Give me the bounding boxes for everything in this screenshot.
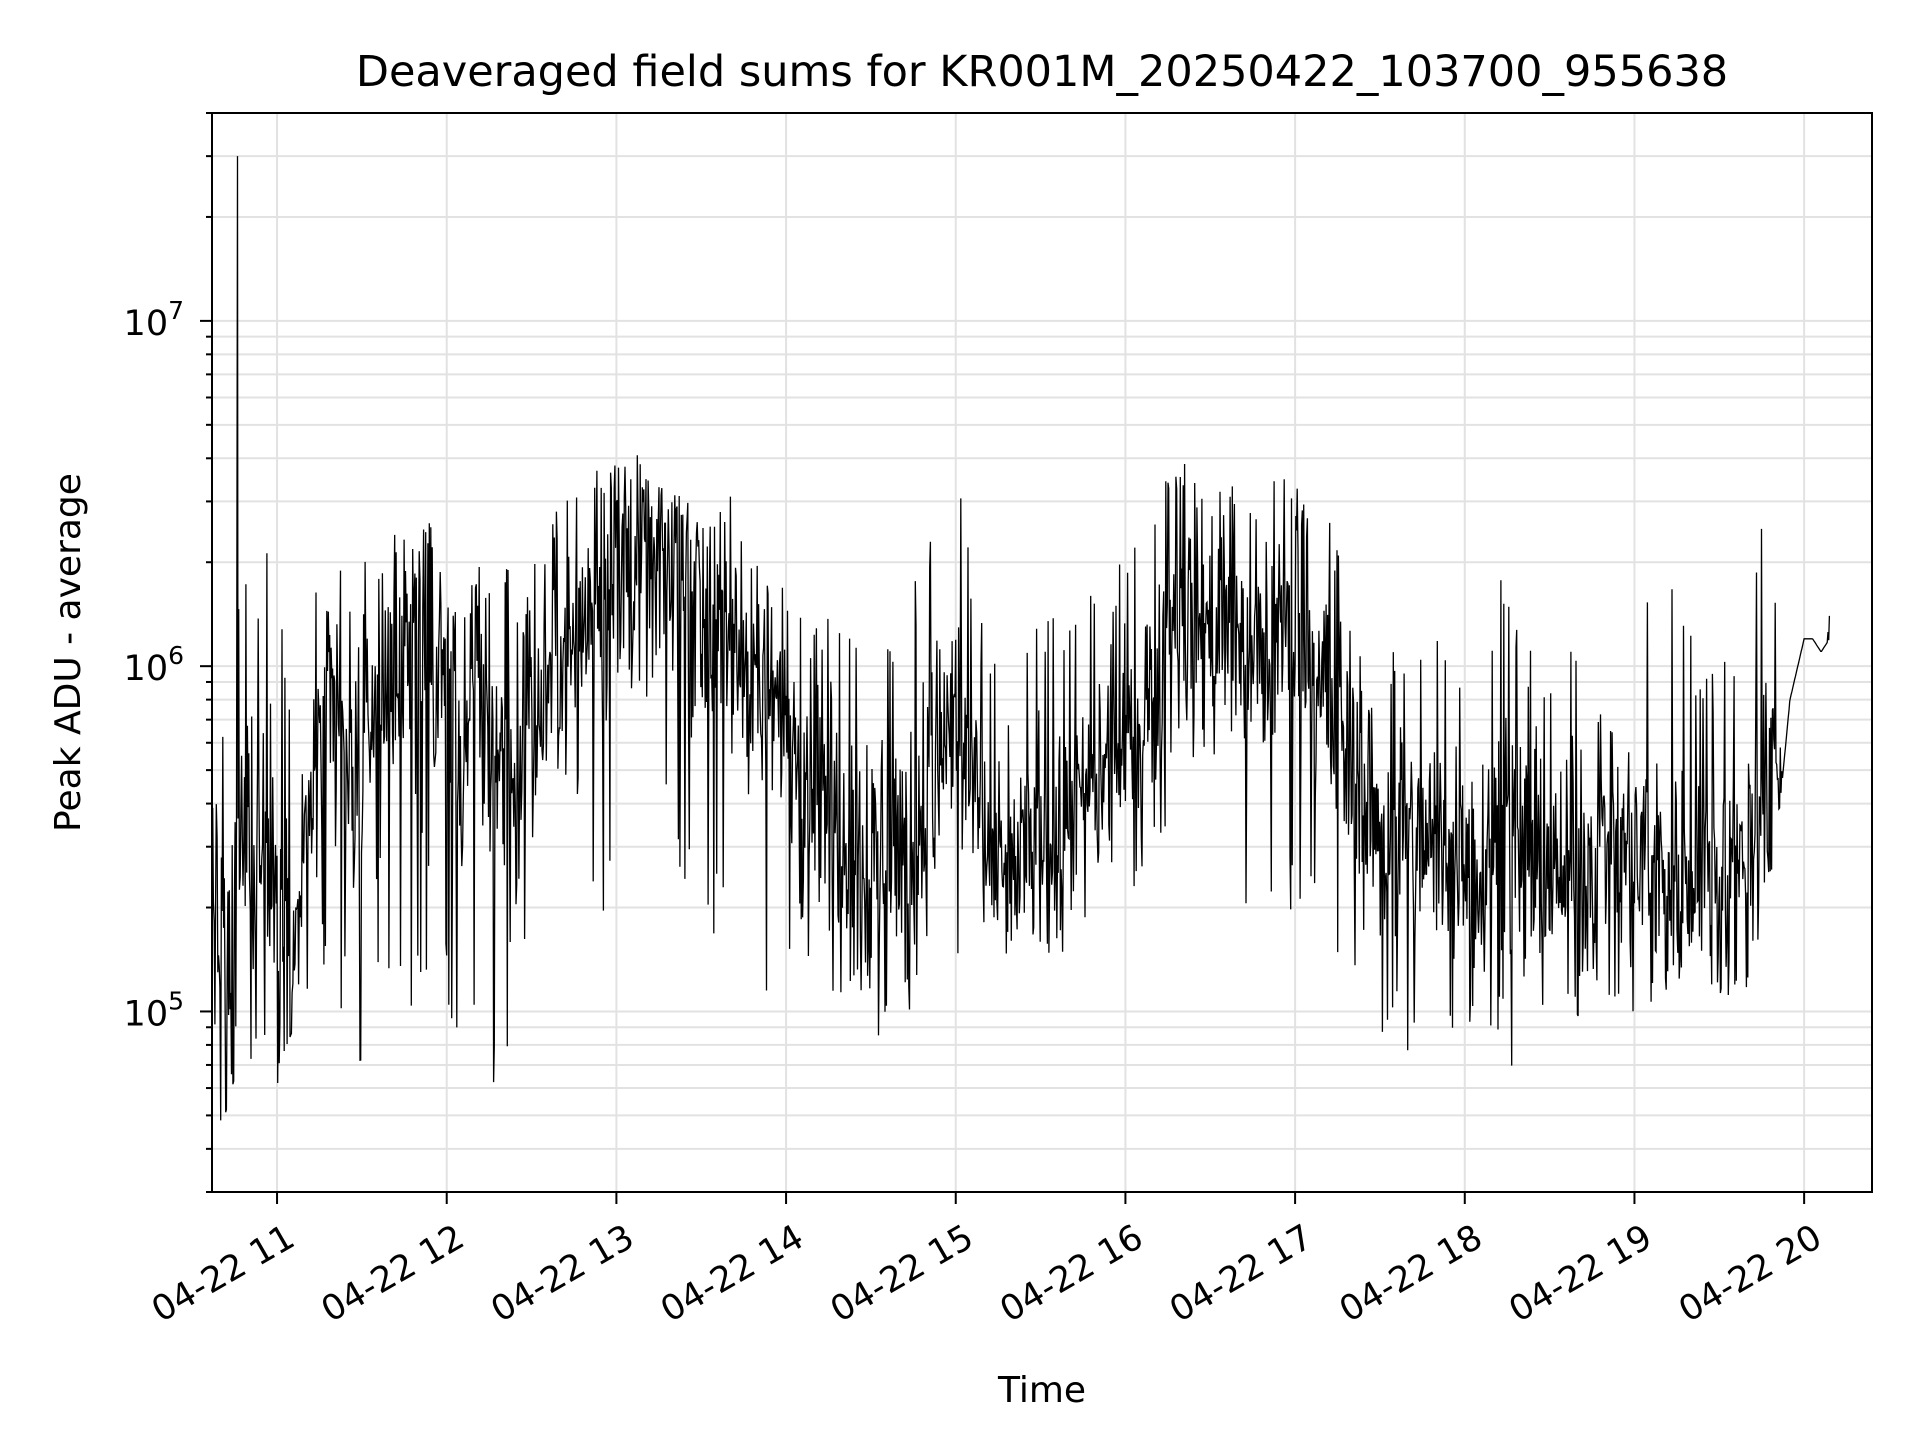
y-tick-label: 106 — [124, 641, 184, 689]
y-tick-label: 107 — [124, 296, 184, 344]
chart-title: Deaveraged field sums for KR001M_2025042… — [356, 47, 1728, 97]
ticks — [200, 112, 1806, 1204]
x-axis-label: Time — [997, 1370, 1086, 1411]
y-axis-label: Peak ADU - average — [48, 473, 89, 832]
y-tick-label: 105 — [124, 986, 184, 1034]
series-layer — [212, 156, 1831, 1121]
plot-frame — [211, 112, 1873, 1193]
y-tick-labels: 105 106 107 — [124, 296, 184, 1035]
series-line — [212, 156, 1831, 1121]
